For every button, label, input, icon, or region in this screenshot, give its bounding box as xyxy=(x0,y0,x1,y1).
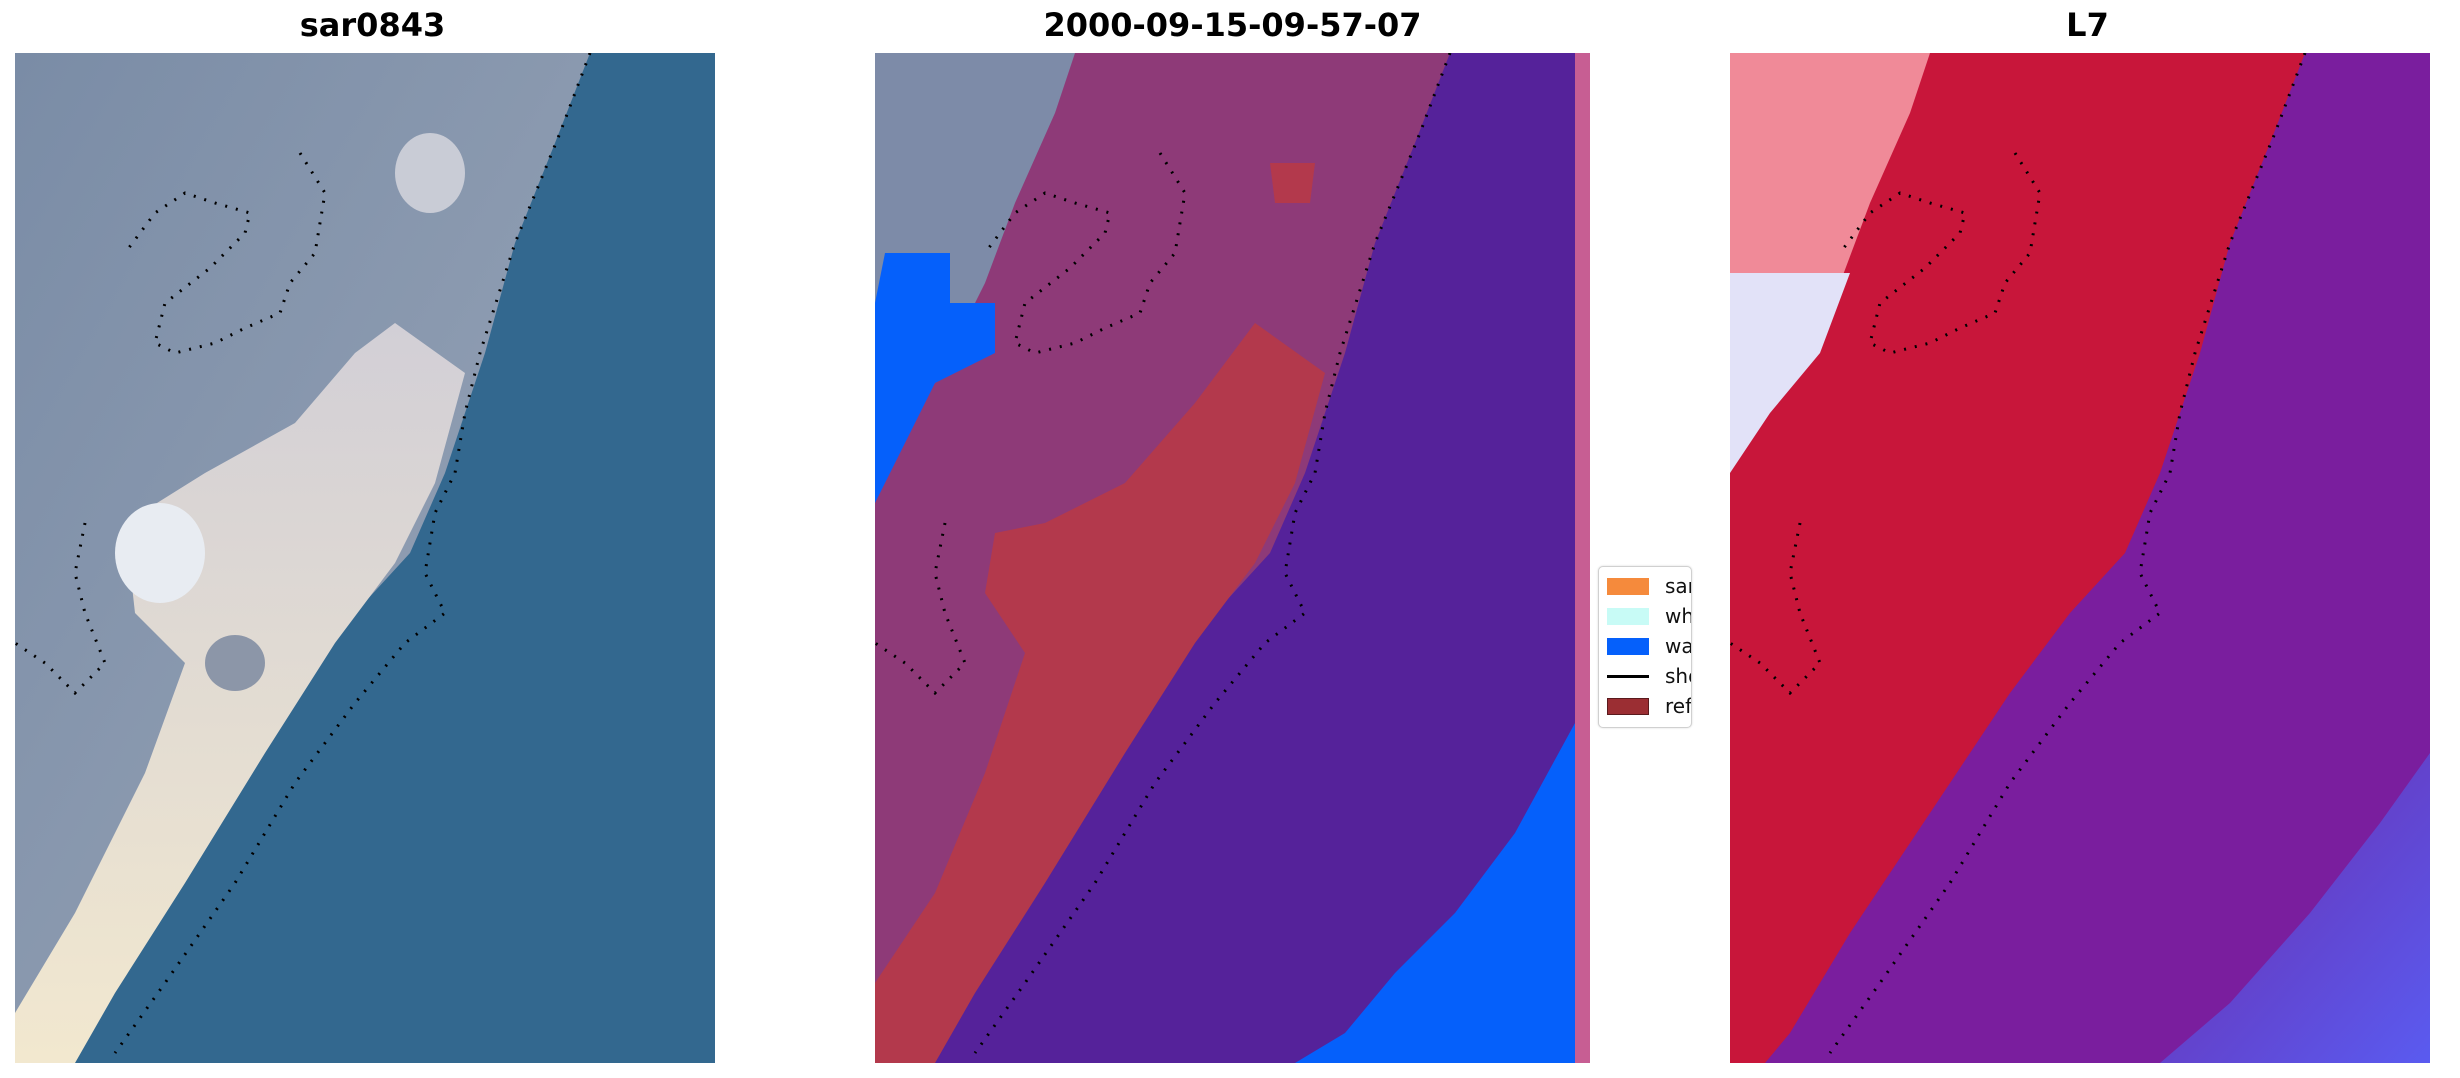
water-class-inland xyxy=(875,253,995,503)
blue-index-area xyxy=(2160,753,2430,1063)
legend-swatch-whitewater xyxy=(1607,607,1649,625)
legend-item-whitewater: whitewater xyxy=(1607,603,1692,629)
bright-patch-north xyxy=(395,133,465,213)
legend-label-reference: reference xyxy=(1665,694,1692,718)
dark-spot xyxy=(205,635,265,691)
legend-label-water: water xyxy=(1665,634,1692,658)
legend-swatch-water xyxy=(1607,637,1649,655)
bright-patch-west xyxy=(115,503,205,603)
shoreline-contour-index xyxy=(1730,53,2307,1054)
water-class-offshore xyxy=(1295,723,1575,1063)
index-image xyxy=(1730,53,2430,1063)
legend: sand whitewater water shoreline referenc… xyxy=(1598,566,1692,728)
legend-item-shoreline: shoreline xyxy=(1607,663,1691,689)
legend-swatch-reference xyxy=(1607,697,1649,715)
shoreline-contour xyxy=(15,53,592,1054)
sand-spit xyxy=(15,323,465,1063)
panel-title-classification: 2000-09-15-09-57-07 xyxy=(1043,6,1422,44)
panel-title-rgb: sar0843 xyxy=(299,6,446,44)
sand-class-area xyxy=(875,323,1325,1063)
sand-class-north xyxy=(1270,163,1315,203)
occluder-index-edge xyxy=(1730,560,1732,730)
rgb-image xyxy=(15,53,715,1063)
legend-item-sand: sand xyxy=(1607,573,1691,599)
legend-label-whitewater: whitewater xyxy=(1665,604,1692,628)
legend-item-reference: reference xyxy=(1607,693,1692,719)
classification-image xyxy=(875,53,1575,1063)
legend-item-water: water xyxy=(1607,633,1692,659)
red-index-area xyxy=(1730,53,2305,1063)
shoreline-contour-classification xyxy=(875,53,1452,1054)
legend-label-sand: sand xyxy=(1665,574,1691,598)
pink-edge-strip xyxy=(1575,53,1590,1063)
legend-line-shoreline xyxy=(1607,674,1649,678)
legend-label-shoreline: shoreline xyxy=(1665,664,1691,688)
panel-title-index: L7 xyxy=(2066,6,2109,44)
white-blue-area xyxy=(1730,273,1850,473)
legend-swatch-sand xyxy=(1607,577,1649,595)
